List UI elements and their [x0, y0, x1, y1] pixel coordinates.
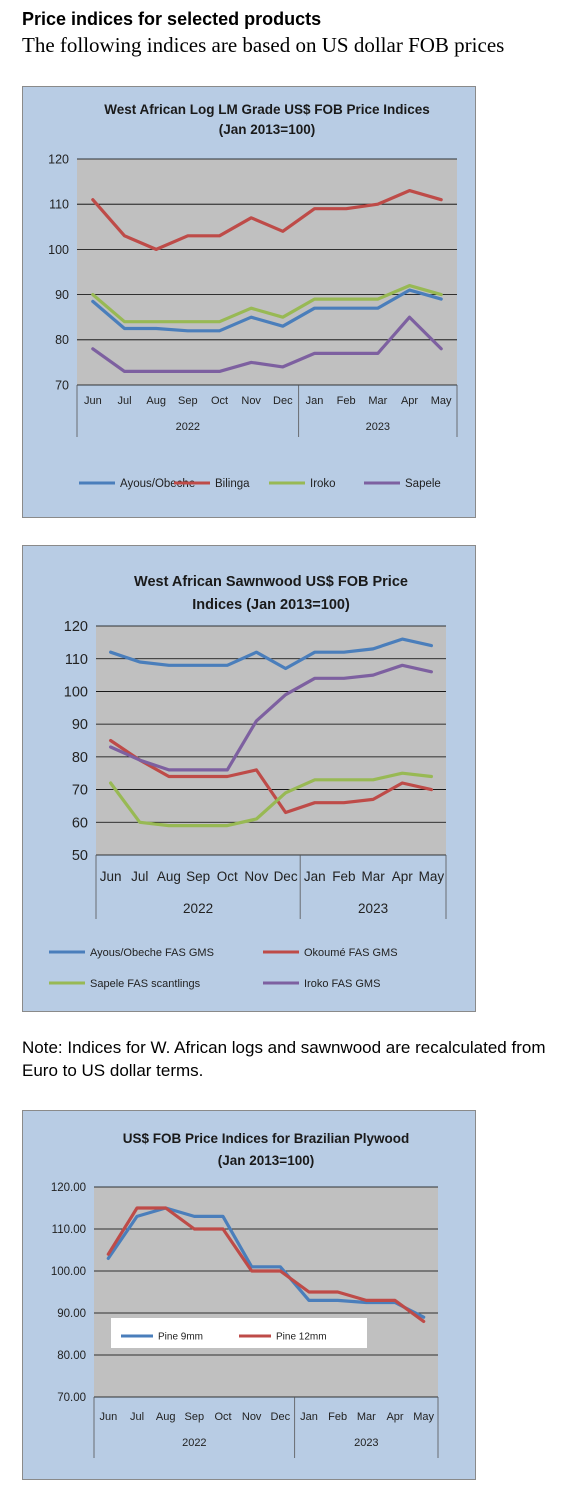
legend-label: Iroko [310, 478, 336, 490]
series-line-1 [91, 288, 443, 333]
x-tick-label: Feb [328, 1411, 347, 1423]
x-tick-label: Aug [157, 869, 181, 884]
log-price-index-chart: West African Log LM Grade US$ FOB Price … [22, 86, 476, 518]
legend-label: Pine 9mm [158, 1332, 203, 1343]
x-tick-label: Oct [214, 1411, 231, 1423]
series-line-4 [91, 315, 443, 373]
y-tick-label: 80 [72, 750, 88, 766]
x-tick-label: Dec [271, 1411, 291, 1423]
x-tick-label: May [413, 1411, 434, 1423]
x-tick-label: Nov [244, 869, 268, 884]
x-tick-label: Mar [368, 395, 387, 407]
plot-area [94, 1187, 438, 1397]
x-tick-label: May [431, 395, 452, 407]
y-tick-label: 100.00 [51, 1266, 86, 1278]
legend-box [111, 1318, 367, 1348]
y-tick-label: 120 [64, 619, 88, 635]
x-tick-label: Apr [392, 869, 414, 884]
y-tick-label: 50 [72, 848, 88, 864]
year-label: 2022 [176, 421, 200, 433]
year-label: 2023 [354, 1437, 378, 1449]
x-tick-label: Nov [242, 1411, 262, 1423]
legend-label: Ayous/Obeche FAS GMS [90, 947, 214, 959]
y-tick-label: 110 [49, 198, 69, 212]
x-tick-label: Aug [156, 1411, 176, 1423]
legend-label: Okoumé FAS GMS [304, 947, 398, 959]
plywood-price-index-chart-svg: US$ FOB Price Indices for Brazilian Plyw… [51, 1131, 439, 1458]
y-tick-label: 70.00 [57, 1392, 86, 1404]
legend-label: Ayous/Obeche [120, 478, 195, 490]
y-tick-label: 100 [64, 685, 88, 701]
x-tick-label: Sep [178, 395, 198, 407]
y-tick-label: 90 [72, 717, 88, 733]
x-tick-label: Jun [99, 1411, 117, 1423]
x-tick-label: Jun [84, 395, 102, 407]
y-tick-label: 120.00 [51, 1182, 86, 1194]
x-tick-label: Mar [357, 1411, 376, 1423]
year-label: 2022 [182, 1437, 206, 1449]
x-tick-label: Jan [306, 395, 324, 407]
series-line-2 [91, 188, 443, 251]
x-tick-label: Jul [130, 1411, 144, 1423]
legend-label: Iroko FAS GMS [304, 978, 380, 990]
x-tick-label: Jun [100, 869, 122, 884]
x-tick-label: Oct [211, 395, 228, 407]
x-tick-label: Apr [401, 395, 418, 407]
log-price-index-chart-svg: West African Log LM Grade US$ FOB Price … [48, 102, 458, 490]
y-tick-label: 70 [72, 783, 88, 799]
x-tick-label: Aug [146, 395, 166, 407]
y-tick-label: 80.00 [57, 1350, 86, 1362]
x-tick-label: Feb [332, 869, 355, 884]
series-line-3 [108, 771, 433, 828]
x-tick-label: Mar [361, 869, 385, 884]
y-tick-label: 60 [72, 815, 88, 831]
y-tick-label: 110.00 [52, 1224, 86, 1236]
plywood-price-index-chart: US$ FOB Price Indices for Brazilian Plyw… [22, 1110, 476, 1480]
page-heading: Price indices for selected products [22, 9, 322, 29]
chart-title: US$ FOB Price Indices for Brazilian Plyw… [123, 1131, 410, 1146]
x-tick-label: Apr [386, 1411, 403, 1423]
x-tick-label: Nov [241, 395, 261, 407]
x-tick-label: Jul [131, 869, 148, 884]
chart-title: West African Log LM Grade US$ FOB Price … [104, 102, 430, 117]
y-tick-label: 100 [48, 243, 69, 257]
y-tick-label: 90.00 [57, 1308, 86, 1320]
x-tick-label: Oct [217, 869, 238, 884]
series-line-2 [108, 738, 433, 815]
sawnwood-price-index-chart-svg: West African Sawnwood US$ FOB Price Indic… [49, 574, 447, 990]
y-tick-label: 120 [48, 152, 69, 166]
series-line-2 [106, 1206, 426, 1323]
note-text: Note: Indices for W. African logs and sa… [22, 1038, 546, 1080]
legend-label: Pine 12mm [276, 1332, 327, 1343]
series-line-4 [108, 663, 433, 772]
legend-label: Bilinga [215, 478, 250, 490]
x-tick-label: Dec [274, 869, 298, 884]
x-tick-label: May [419, 869, 445, 884]
x-tick-label: Jan [300, 1411, 318, 1423]
x-tick-label: Jul [117, 395, 131, 407]
chart-subtitle: (Jan 2013=100) [219, 122, 315, 137]
legend-label: Sapele FAS scantlings [90, 978, 201, 990]
chart-subtitle: (Jan 2013=100) [218, 1153, 314, 1168]
series-line-3 [91, 284, 443, 324]
series-line-1 [108, 637, 433, 671]
chart-title: West African Sawnwood US$ FOB Price [134, 574, 408, 590]
year-label: 2023 [358, 901, 388, 916]
x-tick-label: Dec [273, 395, 293, 407]
x-tick-label: Sep [186, 869, 210, 884]
x-tick-label: Jan [304, 869, 326, 884]
chart-subtitle: Indices (Jan 2013=100) [192, 597, 350, 613]
x-tick-label: Sep [185, 1411, 205, 1423]
sawnwood-price-index-chart: West African Sawnwood US$ FOB Price Indic… [22, 545, 476, 1012]
year-label: 2022 [183, 901, 213, 916]
y-tick-label: 110 [65, 652, 88, 668]
plot-area [77, 159, 457, 385]
year-label: 2023 [366, 421, 390, 433]
page-subheading: The following indices are based on US do… [22, 33, 505, 57]
y-tick-label: 90 [55, 288, 69, 302]
legend-label: Sapele [405, 478, 441, 490]
y-tick-label: 70 [55, 378, 69, 392]
x-tick-label: Feb [337, 395, 356, 407]
y-tick-label: 80 [55, 333, 69, 347]
